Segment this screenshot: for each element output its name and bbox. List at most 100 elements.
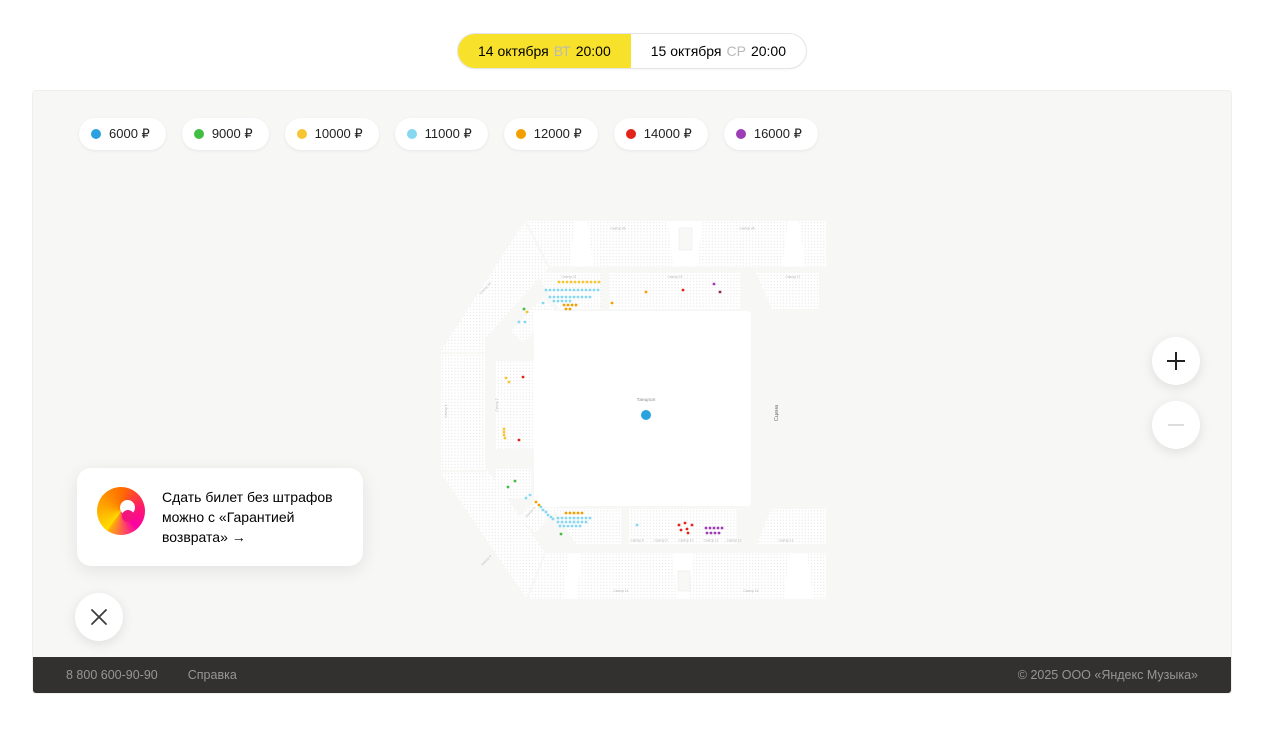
available-seat[interactable] <box>517 320 521 324</box>
available-seat[interactable] <box>584 288 588 292</box>
available-seat[interactable] <box>576 511 580 515</box>
available-seat[interactable] <box>556 520 560 524</box>
available-seat[interactable] <box>580 520 584 524</box>
available-seat[interactable] <box>537 503 541 507</box>
available-seat[interactable] <box>685 527 689 531</box>
available-seat[interactable] <box>502 430 506 434</box>
available-seat[interactable] <box>534 500 538 504</box>
available-seat[interactable] <box>570 303 574 307</box>
available-seat[interactable] <box>597 280 601 284</box>
available-seat[interactable] <box>679 528 683 532</box>
date-tab-oct14[interactable]: 14 октября ВТ 20:00 <box>457 34 631 68</box>
available-seat[interactable] <box>576 516 580 520</box>
available-seat[interactable] <box>544 288 548 292</box>
available-seat[interactable] <box>596 288 600 292</box>
available-seat[interactable] <box>557 280 561 284</box>
available-seat[interactable] <box>681 288 685 292</box>
available-seat[interactable] <box>513 479 517 483</box>
available-seat[interactable] <box>560 295 564 299</box>
available-seat[interactable] <box>507 380 511 384</box>
available-seat[interactable] <box>564 520 568 524</box>
date-tab-oct15[interactable]: 15 октября СР 20:00 <box>631 34 806 68</box>
available-seat[interactable] <box>517 438 521 442</box>
available-seat[interactable] <box>539 505 543 509</box>
available-seat[interactable] <box>584 516 588 520</box>
available-seat[interactable] <box>548 295 552 299</box>
available-seat[interactable] <box>559 532 563 536</box>
available-seat[interactable] <box>521 375 525 379</box>
available-seat[interactable] <box>686 531 690 535</box>
available-seat[interactable] <box>564 299 568 303</box>
available-seat[interactable] <box>569 280 573 284</box>
available-seat[interactable] <box>635 523 639 527</box>
available-seat[interactable] <box>584 295 588 299</box>
available-seat[interactable] <box>552 288 556 292</box>
available-seat[interactable] <box>573 280 577 284</box>
available-seat[interactable] <box>560 520 564 524</box>
available-seat[interactable] <box>566 303 570 307</box>
available-seat[interactable] <box>568 288 572 292</box>
available-seat[interactable] <box>502 427 506 431</box>
available-seat[interactable] <box>522 307 526 311</box>
available-seat[interactable] <box>562 303 566 307</box>
available-seat[interactable] <box>504 376 508 380</box>
available-seat[interactable] <box>716 526 720 530</box>
available-seat[interactable] <box>572 288 576 292</box>
available-seat[interactable] <box>502 433 506 437</box>
close-promo-button[interactable] <box>75 593 123 641</box>
available-seat[interactable] <box>580 288 584 292</box>
available-seat[interactable] <box>572 295 576 299</box>
available-seat[interactable] <box>588 516 592 520</box>
available-seat[interactable] <box>708 526 712 530</box>
available-seat[interactable] <box>546 513 550 517</box>
zoom-in-button[interactable] <box>1152 337 1200 385</box>
available-seat[interactable] <box>592 288 596 292</box>
available-seat[interactable] <box>564 295 568 299</box>
available-seat[interactable] <box>572 516 576 520</box>
available-seat[interactable] <box>578 524 582 528</box>
available-seat[interactable] <box>683 521 687 525</box>
available-seat[interactable] <box>580 295 584 299</box>
available-seat[interactable] <box>709 531 713 535</box>
available-seat[interactable] <box>560 288 564 292</box>
available-seat[interactable] <box>718 290 722 294</box>
available-seat[interactable] <box>568 516 572 520</box>
available-seat[interactable] <box>580 516 584 520</box>
available-seat[interactable] <box>576 520 580 524</box>
available-seat[interactable] <box>717 531 721 535</box>
available-seat[interactable] <box>610 301 614 305</box>
available-seat[interactable] <box>576 295 580 299</box>
refund-guarantee-promo[interactable]: Сдать билет без штрафов можно с «Гаранти… <box>77 468 363 566</box>
available-seat[interactable] <box>720 526 724 530</box>
available-seat[interactable] <box>551 517 555 521</box>
available-seat[interactable] <box>572 511 576 515</box>
available-seat[interactable] <box>568 520 572 524</box>
available-seat[interactable] <box>572 520 576 524</box>
available-seat[interactable] <box>548 288 552 292</box>
available-seat[interactable] <box>524 496 528 500</box>
available-seat[interactable] <box>713 531 717 535</box>
available-seat[interactable] <box>503 436 507 440</box>
available-seat[interactable] <box>564 288 568 292</box>
price-chip-12000[interactable]: 12000 ₽ <box>503 118 598 150</box>
help-link[interactable]: Справка <box>187 668 237 682</box>
available-seat[interactable] <box>593 280 597 284</box>
available-seat[interactable] <box>556 516 560 520</box>
available-seat[interactable] <box>588 288 592 292</box>
available-seat[interactable] <box>565 280 569 284</box>
available-seat[interactable] <box>704 526 708 530</box>
available-seat[interactable] <box>568 307 572 311</box>
available-seat[interactable] <box>677 523 681 527</box>
available-seat[interactable] <box>577 280 581 284</box>
available-seat[interactable] <box>564 511 568 515</box>
price-chip-16000[interactable]: 16000 ₽ <box>723 118 818 150</box>
available-seat[interactable] <box>560 516 564 520</box>
available-seat[interactable] <box>560 299 564 303</box>
available-seat[interactable] <box>556 288 560 292</box>
venue-map[interactable]: Танцпол Сцена Сектор 26 Сектор 28 Сектор 2… <box>441 220 831 601</box>
available-seat[interactable] <box>581 280 585 284</box>
available-seat[interactable] <box>568 511 572 515</box>
available-seat[interactable] <box>690 523 694 527</box>
zoom-out-button[interactable] <box>1152 401 1200 449</box>
price-chip-14000[interactable]: 14000 ₽ <box>613 118 708 150</box>
